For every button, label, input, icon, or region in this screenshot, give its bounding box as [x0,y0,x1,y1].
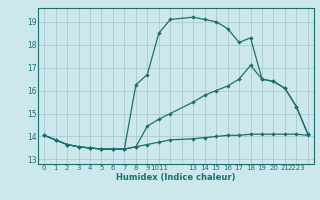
X-axis label: Humidex (Indice chaleur): Humidex (Indice chaleur) [116,173,236,182]
